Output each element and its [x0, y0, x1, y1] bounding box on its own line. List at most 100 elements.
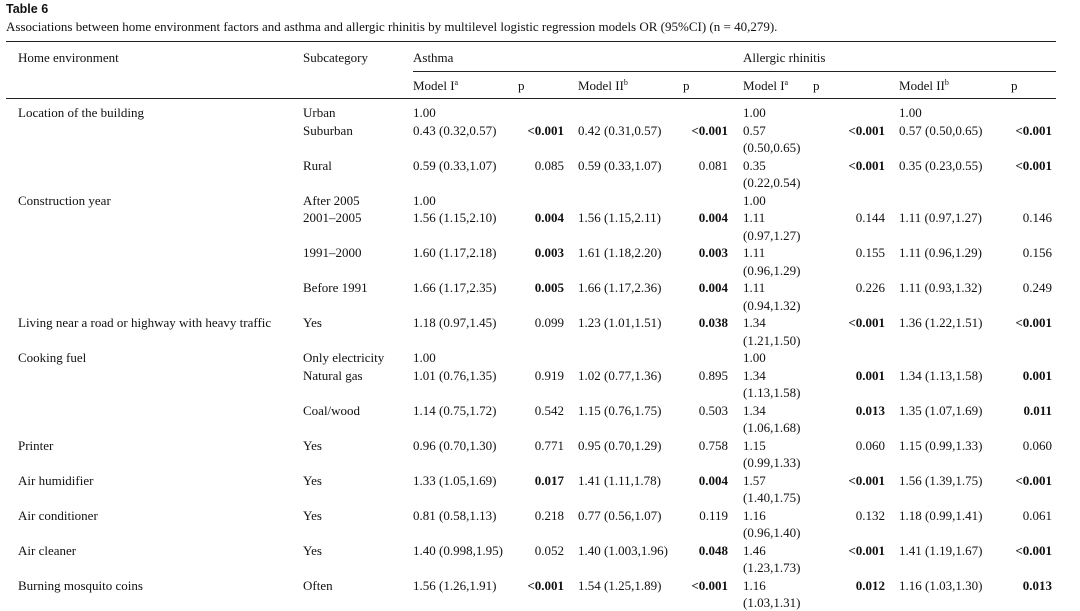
cell-text: 1.00 — [743, 350, 766, 365]
subheader: p — [673, 71, 733, 99]
p-value: 0.249 — [1022, 280, 1053, 295]
cell-text: 0.96 (0.70,1.30) — [413, 437, 497, 453]
cell-text: 1.16 (1.03,1.30) — [899, 577, 983, 593]
cell-text: Location of the building — [18, 105, 145, 120]
or-cell: 0.42 (0.31,0.57) — [568, 122, 673, 157]
p-value: 0.081 — [698, 157, 729, 173]
label-cell: Natural gas — [303, 367, 413, 402]
p-value: 0.038 — [698, 315, 729, 330]
label-cell: Rural — [303, 157, 413, 192]
cell-text: 0.35 (0.23,0.55) — [899, 157, 983, 173]
label-cell: Yes — [303, 472, 413, 507]
p-value: <0.001 — [848, 542, 886, 558]
p-value: 0.060 — [1022, 437, 1053, 453]
cell-text: Suburban — [303, 122, 353, 138]
p-value-cell: 0.099 — [508, 314, 568, 349]
p-value-cell: 0.001 — [1001, 367, 1056, 402]
p-value: <0.001 — [1015, 315, 1053, 330]
or-cell: 0.35 (0.22,0.54) — [732, 157, 803, 192]
or-cell: 1.23 (1.01,1.51) — [568, 314, 673, 349]
cell-text: 0.59 (0.33,1.07) — [578, 157, 662, 173]
or-cell: 1.15 (0.76,1.75) — [568, 402, 673, 437]
column-header: Home environment — [18, 50, 119, 65]
or-cell: 0.59 (0.33,1.07) — [568, 157, 673, 192]
or-cell: 0.43 (0.32,0.57) — [413, 122, 508, 157]
label-cell: 1991–2000 — [303, 244, 413, 279]
label-cell: Before 1991 — [303, 279, 413, 314]
p-value: 0.004 — [698, 210, 729, 225]
label-cell: Coal/wood — [303, 402, 413, 437]
or-cell: 1.35 (1.07,1.69) — [889, 402, 1001, 437]
or-cell: 1.00 — [413, 99, 508, 122]
cell-text: 1.15 (0.99,1.33) — [743, 437, 801, 471]
p-value: 0.895 — [698, 367, 729, 383]
label-cell — [6, 402, 303, 437]
or-cell: 1.34 (1.21,1.50) — [732, 314, 803, 349]
p-value-cell — [803, 99, 889, 122]
subheader: p — [508, 71, 568, 99]
p-value: 0.013 — [855, 402, 886, 418]
data-table: Home environment Subcategory Asthma Allergi… — [6, 41, 1057, 611]
p-value: 0.919 — [534, 367, 564, 383]
cell-text: 0.57 (0.50,0.65) — [899, 122, 983, 138]
subheader: Model Ia — [732, 71, 804, 99]
p-value: 0.099 — [534, 315, 564, 330]
cell-text: 0.59 (0.33,1.07) — [413, 157, 497, 173]
subheader-text: p — [1011, 77, 1018, 93]
subheader: p — [803, 71, 890, 99]
p-value-cell: 0.005 — [508, 279, 568, 314]
cell-text: Natural gas — [303, 367, 363, 383]
p-value-cell: <0.001 — [508, 122, 568, 157]
cell-text: 1.00 — [413, 192, 436, 208]
p-value: 0.001 — [855, 367, 886, 383]
cell-text: Yes — [303, 542, 322, 558]
or-cell: 1.34 (1.13,1.58) — [732, 367, 803, 402]
or-cell: 1.00 — [732, 99, 803, 122]
p-value-cell: 0.004 — [673, 279, 732, 314]
or-cell: 1.16 (0.96,1.40) — [732, 507, 803, 542]
table-row: Cooking fuel Only electricity 1.00 1.00 — [6, 349, 1056, 367]
group-header: Allergic rhinitis — [732, 41, 1057, 72]
cell-text: 1.02 (0.77,1.36) — [578, 367, 662, 383]
table-row: 2001–2005 1.56 (1.15,2.10) 0.004 1.56 (1.15… — [6, 209, 1056, 244]
p-value-cell: 0.013 — [803, 402, 889, 437]
p-value-cell: 0.013 — [1001, 577, 1056, 611]
p-value: <0.001 — [848, 157, 886, 173]
cell-text: Urban — [303, 105, 336, 120]
cell-text: 1.34 (1.21,1.50) — [743, 315, 801, 348]
or-cell: 1.54 (1.25,1.89) — [568, 577, 673, 611]
p-value-cell: 0.081 — [673, 157, 732, 192]
p-value-cell: 0.048 — [673, 542, 732, 577]
p-value-cell — [508, 99, 568, 122]
footnote-mark: b — [944, 77, 949, 87]
or-cell — [889, 349, 1001, 367]
p-value-cell: 0.011 — [1001, 402, 1056, 437]
cell-text: After 2005 — [303, 192, 360, 208]
cell-text: 1.18 (0.99,1.41) — [899, 507, 983, 523]
p-value-cell: 0.218 — [508, 507, 568, 542]
table-row: Coal/wood 1.14 (0.75,1.72) 0.542 1.15 (0.76… — [6, 402, 1056, 437]
p-value-cell: 0.132 — [803, 507, 889, 542]
label-cell: Yes — [303, 437, 413, 472]
or-cell: 1.34 (1.06,1.68) — [732, 402, 803, 437]
subheader-text: Model II — [578, 77, 624, 93]
cell-text: 2001–2005 — [303, 210, 362, 225]
cell-text: 1.41 (1.19,1.67) — [899, 542, 983, 558]
p-value-cell: 0.144 — [803, 209, 889, 244]
cell-text: 1.14 (0.75,1.72) — [413, 402, 497, 418]
cell-text: 1.00 — [413, 105, 436, 120]
cell-text: 1991–2000 — [303, 245, 362, 260]
cell-text: 0.35 (0.22,0.54) — [743, 157, 801, 191]
p-value-cell: <0.001 — [508, 577, 568, 611]
or-cell: 1.41 (1.19,1.67) — [889, 542, 1001, 577]
or-cell: 1.36 (1.22,1.51) — [889, 314, 1001, 349]
p-value: <0.001 — [848, 315, 886, 330]
p-value: <0.001 — [691, 577, 729, 593]
cell-text: 1.23 (1.01,1.51) — [578, 315, 662, 330]
p-value-cell: 0.001 — [803, 367, 889, 402]
p-value-cell — [1001, 99, 1056, 122]
label-cell: Yes — [303, 314, 413, 349]
subheader: Model Ia — [413, 71, 508, 99]
p-value-cell: 0.771 — [508, 437, 568, 472]
label-cell: Location of the building — [6, 99, 303, 122]
